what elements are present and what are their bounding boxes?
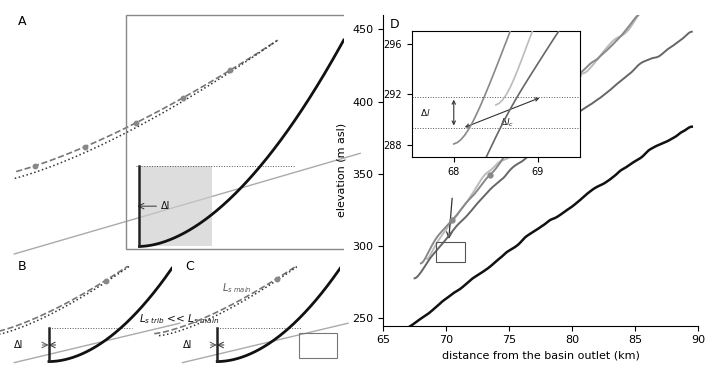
Text: Δl: Δl [183,340,192,350]
Bar [140,166,212,246]
Text: $L_{s\ main}$: $L_{s\ main}$ [222,282,251,295]
Text: B: B [17,260,26,273]
Text: $\Delta l$: $\Delta l$ [420,107,430,118]
Text: Δl: Δl [161,201,170,211]
Text: D: D [390,18,399,31]
X-axis label: distance from the basin outlet (km): distance from the basin outlet (km) [442,351,639,361]
Bar [126,15,347,249]
Text: Δl: Δl [14,340,24,350]
Y-axis label: elevation (m asl): elevation (m asl) [337,123,347,217]
Bar [436,242,465,262]
Text: A: A [18,15,26,28]
Bar [299,333,337,359]
Text: $L_{s\ trib}$ << $L_{s\ main}$: $L_{s\ trib}$ << $L_{s\ main}$ [139,312,219,326]
Text: C: C [185,260,195,273]
Text: $\Delta l_c$: $\Delta l_c$ [500,116,514,129]
